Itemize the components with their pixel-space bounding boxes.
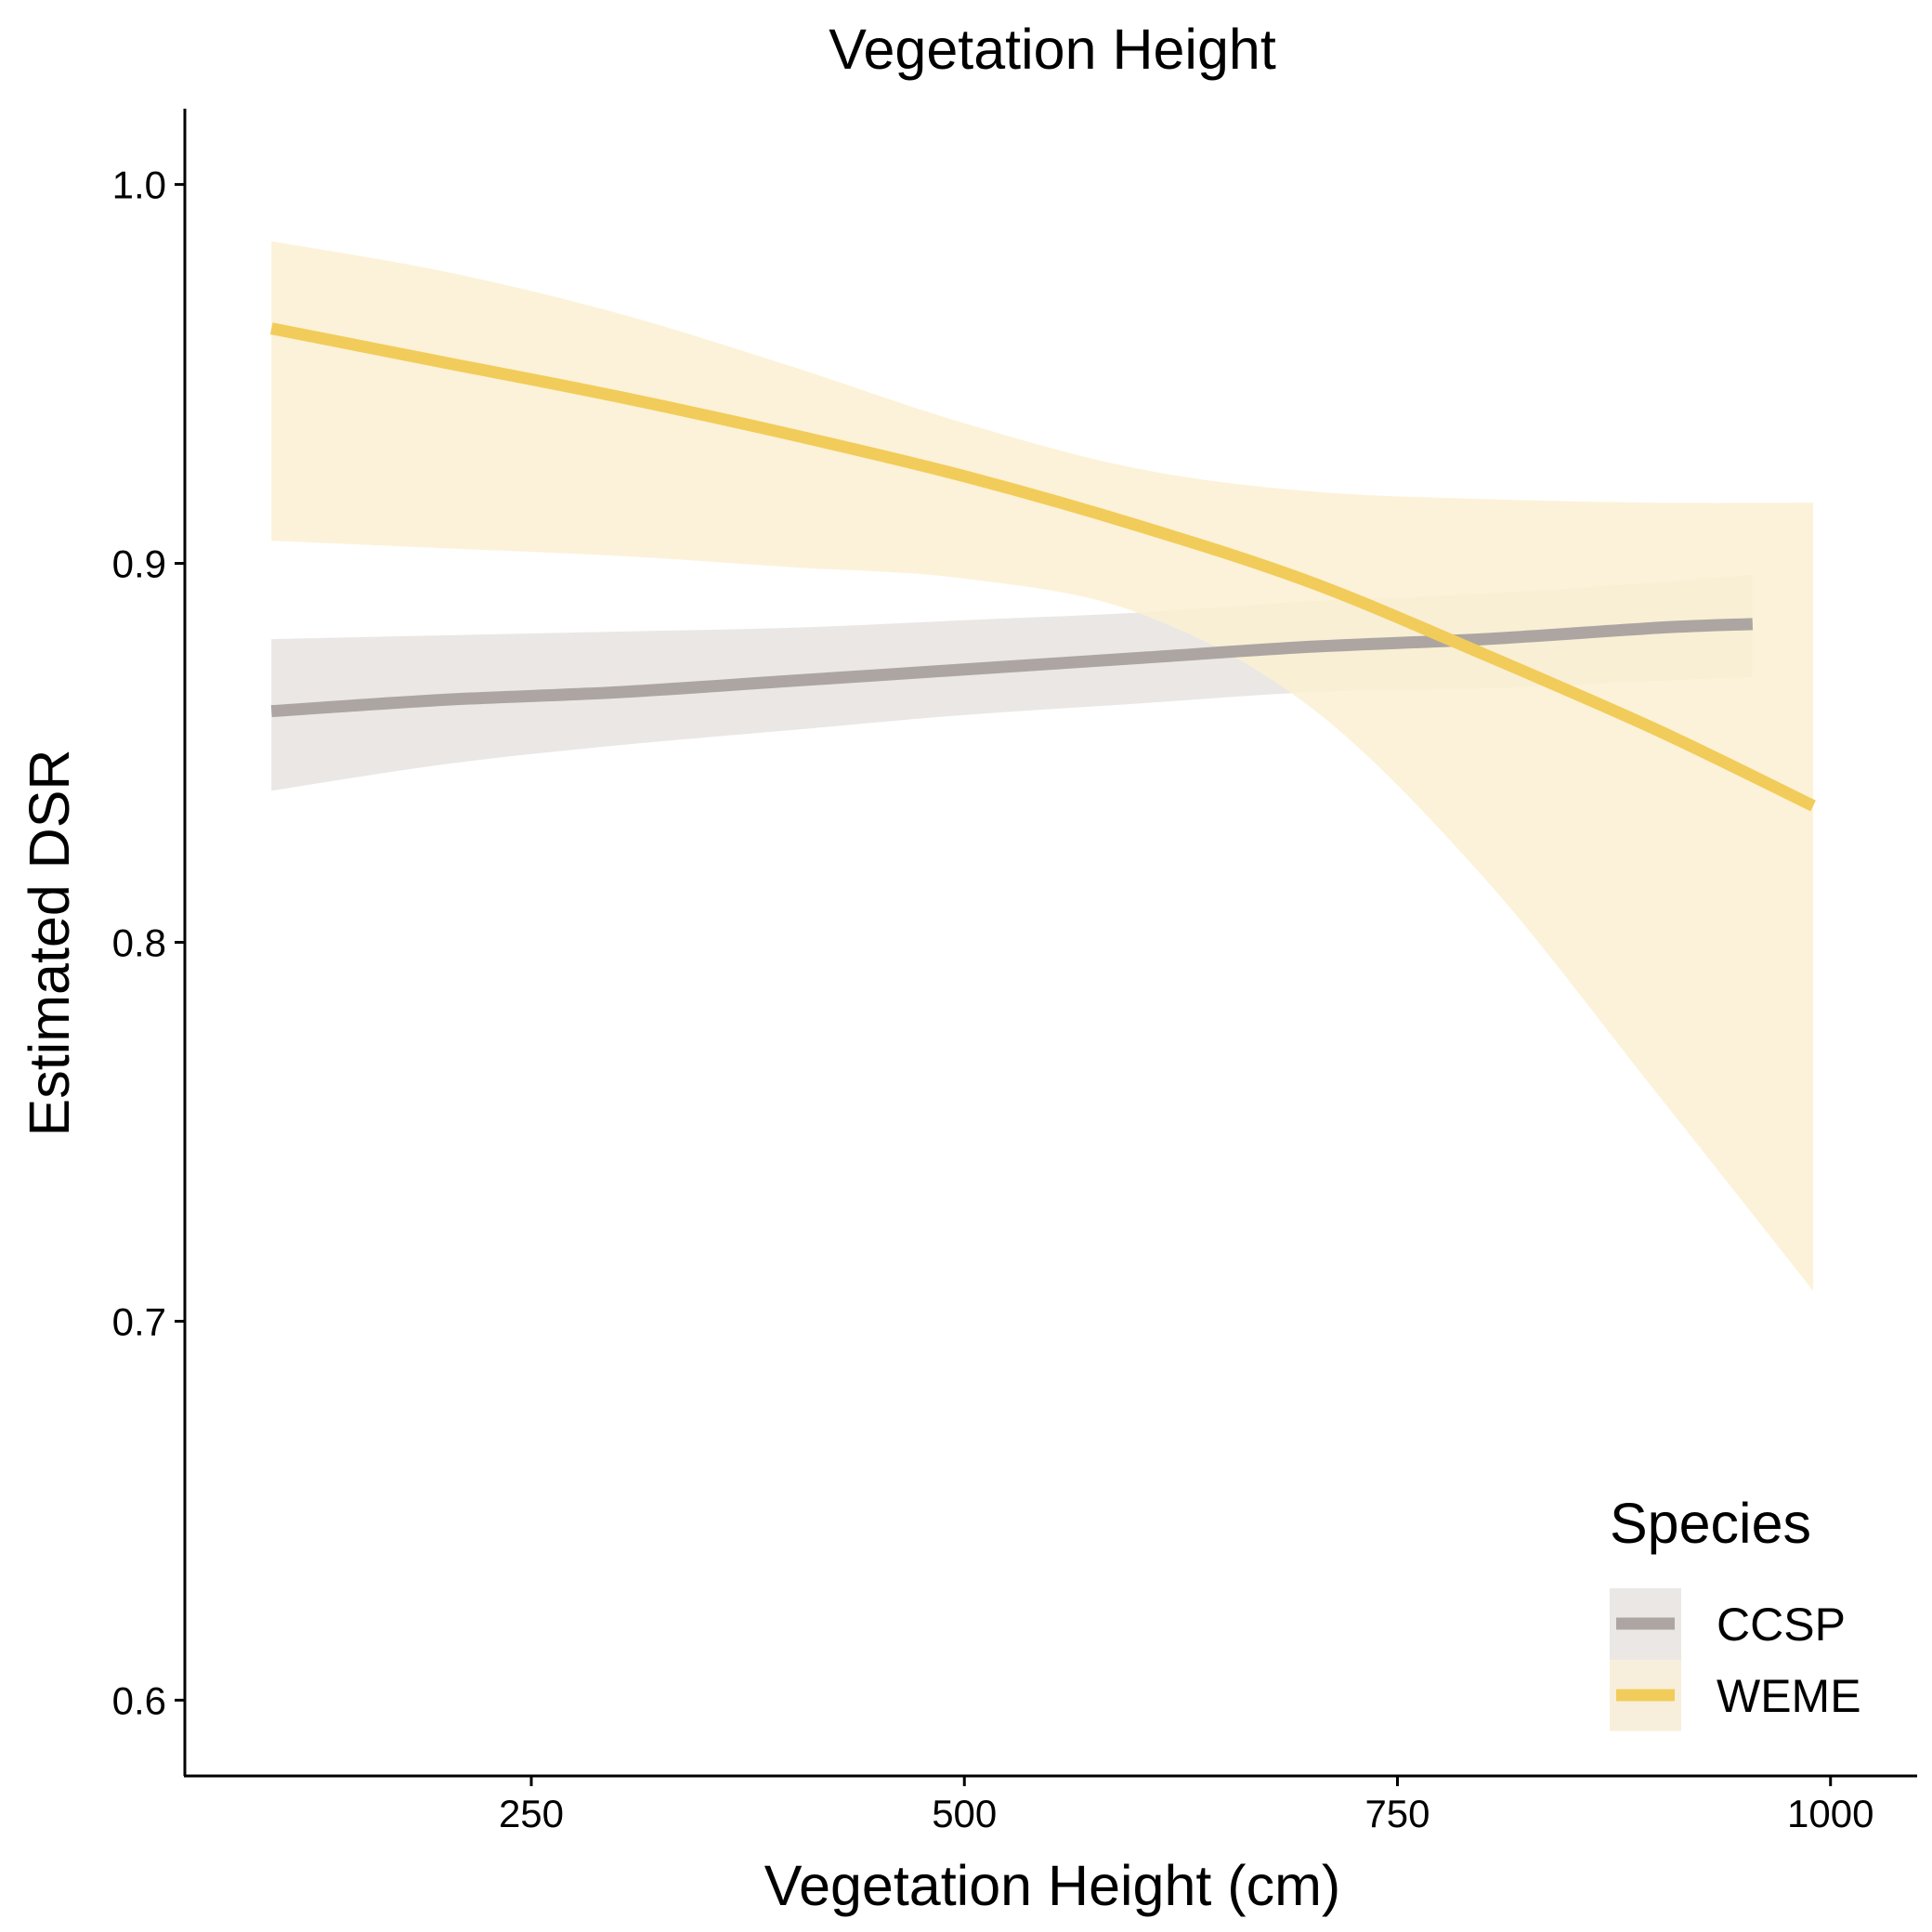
y-axis-ticks: 0.6 0.7 0.8 0.9 1.0 [112, 163, 185, 1722]
legend-items: CCSP WEME [1610, 1588, 1861, 1731]
y-tick-label: 0.6 [112, 1678, 166, 1722]
x-tick-label: 1000 [1787, 1792, 1873, 1835]
confidence-ribbons [271, 241, 1814, 1291]
x-tick-label: 500 [932, 1792, 997, 1835]
ccsp-series-line [270, 618, 1754, 718]
weme-legend-label: WEME [1717, 1670, 1861, 1722]
legend-title: Species [1610, 1492, 1811, 1555]
y-tick-label: 0.7 [112, 1299, 166, 1343]
x-axis-label: Vegetation Height (cm) [764, 1854, 1340, 1917]
x-tick-label: 250 [499, 1792, 564, 1835]
x-axis-ticks: 250 500 750 1000 [499, 1776, 1873, 1835]
y-tick-label: 0.8 [112, 921, 166, 965]
y-axis-label: Estimated DSR [18, 750, 81, 1137]
weme-confidence-ribbon [271, 241, 1814, 1291]
y-tick-label: 0.9 [112, 542, 166, 586]
legend: Species CCSP WEME [1610, 1492, 1861, 1731]
series-lines [269, 322, 1816, 812]
weme-series-line [269, 322, 1816, 812]
y-tick-label: 1.0 [112, 163, 166, 207]
x-tick-label: 750 [1364, 1792, 1429, 1835]
ccsp-legend-label: CCSP [1717, 1599, 1846, 1651]
chart-title: Vegetation Height [829, 18, 1276, 81]
